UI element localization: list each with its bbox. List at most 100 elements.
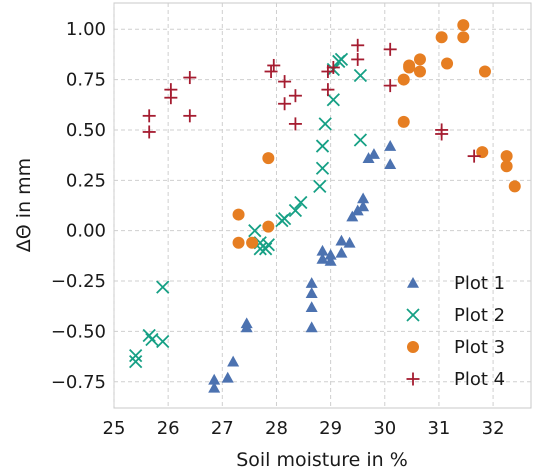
x-tick-labels: 25 26 27 28 29 30 31 32 [103, 418, 505, 439]
data-point [318, 117, 332, 131]
data-point [441, 57, 454, 70]
x-axis-label: Soil moisture in % [236, 449, 408, 471]
data-point [508, 180, 521, 193]
data-point [357, 192, 370, 204]
x-tick-label: 26 [157, 418, 180, 439]
data-point [353, 68, 368, 83]
data-point [129, 348, 143, 363]
data-point [183, 71, 197, 85]
data-point [500, 160, 513, 173]
data-point [384, 158, 397, 169]
data-point [142, 109, 156, 123]
y-tick-label: −0.50 [51, 321, 106, 342]
data-point [435, 127, 449, 141]
legend-marker [407, 341, 419, 353]
x-tick-label: 27 [211, 418, 234, 439]
data-point [457, 19, 470, 32]
data-point [315, 161, 330, 175]
y-tick-label: 0.00 [66, 221, 106, 242]
data-point [335, 234, 348, 246]
data-point [305, 287, 318, 298]
data-point [142, 125, 156, 139]
data-point [315, 139, 330, 153]
legend-label: Plot 3 [454, 337, 505, 358]
data-point [326, 60, 340, 74]
data-point [305, 321, 318, 333]
series-1 [208, 140, 397, 393]
x-tick-label: 31 [427, 418, 450, 439]
data-point [335, 246, 348, 258]
legend-label: Plot 4 [454, 369, 505, 390]
data-point [262, 152, 275, 165]
data-point [277, 211, 292, 226]
data-point [261, 238, 275, 252]
data-point [208, 381, 221, 393]
data-point [326, 93, 340, 107]
x-tick-label: 28 [265, 418, 288, 439]
series-3 [232, 19, 521, 249]
plot-area [113, 2, 532, 409]
data-point [321, 83, 335, 97]
y-tick-label: −0.75 [51, 372, 106, 393]
data-point [383, 79, 397, 93]
data-point [367, 148, 380, 159]
data-point [156, 280, 170, 294]
data-point [240, 321, 253, 333]
data-point [403, 59, 416, 72]
data-point [262, 220, 275, 233]
data-point [305, 301, 318, 313]
data-point [288, 203, 303, 218]
data-point [351, 38, 365, 52]
data-point [316, 252, 329, 264]
x-tick-label: 32 [482, 418, 505, 439]
legend-label: Plot 1 [454, 273, 505, 294]
data-point [353, 133, 368, 147]
data-point [351, 204, 364, 216]
legend: Plot 1 Plot 2 Plot 3 Plot 4 [406, 273, 505, 390]
y-tick-label: 1.00 [66, 19, 106, 40]
y-tick-labels: 1.00 0.75 0.50 0.25 0.00 −0.25 −0.50 −0.75 [51, 19, 106, 393]
data-point [467, 149, 481, 163]
data-point [267, 58, 281, 72]
data-point [294, 195, 308, 210]
legend-label: Plot 2 [454, 305, 505, 326]
data-point [476, 146, 489, 159]
legend-item: Plot 2 [406, 305, 505, 326]
series-2 [129, 52, 368, 369]
y-axis-label: ΔΘ in mm [13, 158, 35, 252]
data-point [248, 224, 262, 238]
data-point [500, 150, 513, 163]
data-point [346, 210, 359, 222]
data-point [413, 65, 426, 78]
data-point [478, 65, 491, 78]
data-point [246, 236, 259, 249]
data-point [227, 355, 240, 367]
data-point [208, 373, 221, 385]
x-tick-label: 29 [319, 418, 342, 439]
data-point [264, 65, 278, 79]
data-point [334, 52, 349, 67]
data-point [183, 109, 197, 123]
data-point [397, 73, 410, 86]
data-point [397, 115, 410, 128]
data-point [324, 254, 337, 266]
data-point [232, 208, 245, 221]
data-point [316, 244, 329, 256]
legend-item: Plot 3 [407, 337, 505, 358]
data-point [129, 355, 143, 369]
legend-item: Plot 4 [406, 369, 505, 390]
legend-marker [407, 277, 419, 288]
data-point [156, 334, 170, 349]
y-tick-label: 0.75 [66, 70, 106, 91]
data-point [384, 140, 397, 151]
data-point [288, 89, 302, 103]
data-point [313, 179, 327, 193]
data-point [305, 277, 318, 288]
data-point [413, 53, 426, 66]
data-point [221, 371, 234, 383]
series-4 [142, 38, 481, 163]
data-point [362, 152, 375, 163]
x-tick-label: 30 [373, 418, 396, 439]
data-points [129, 19, 521, 393]
